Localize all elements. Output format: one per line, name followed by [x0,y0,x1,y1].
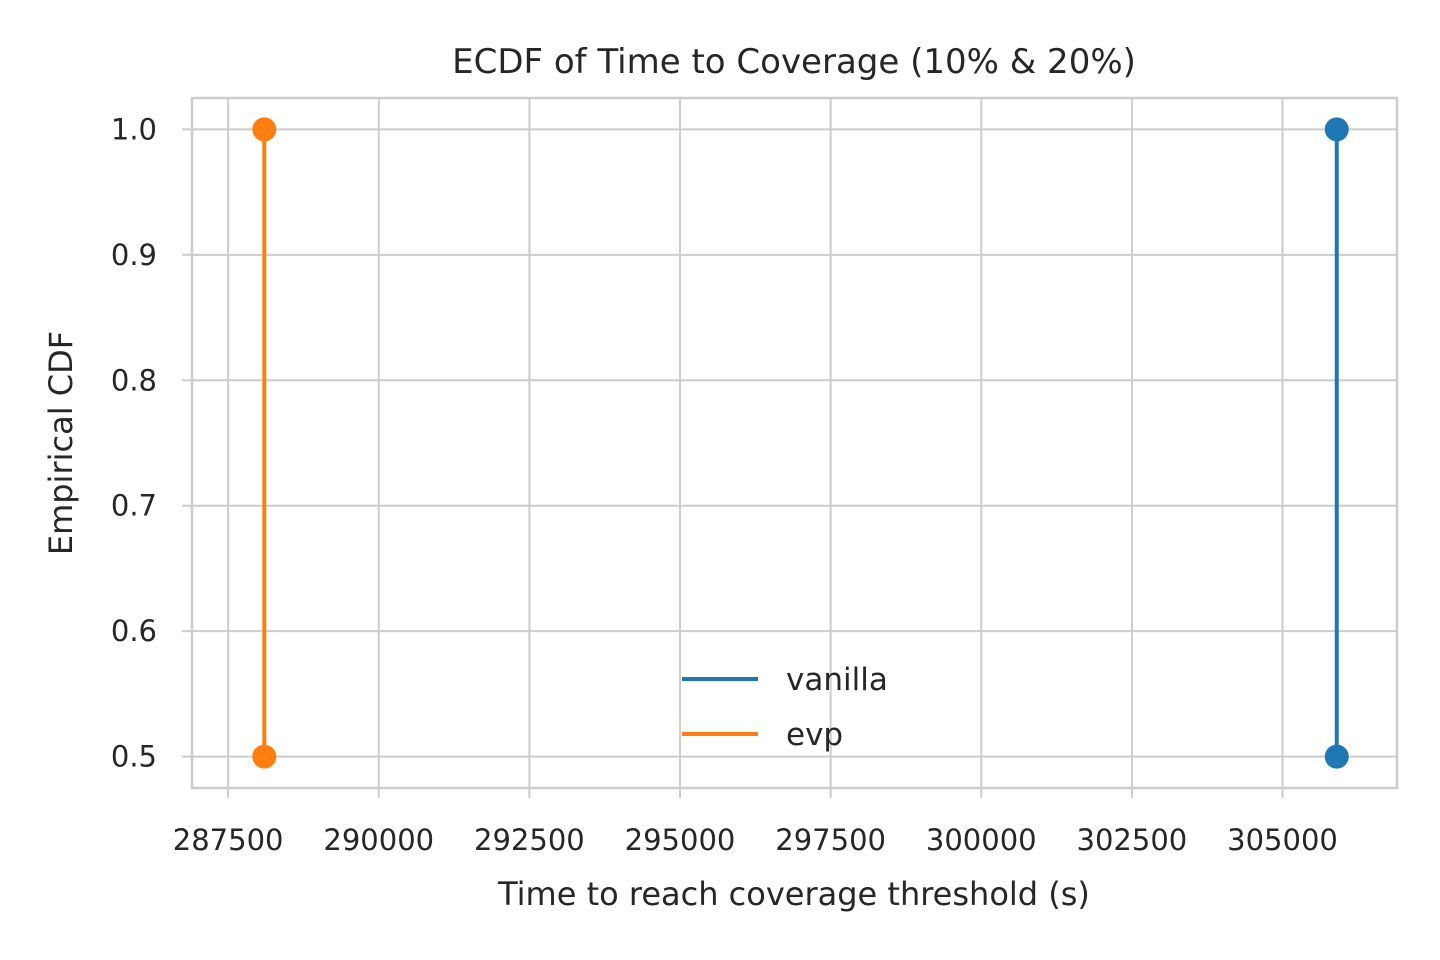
legend-label: evp [786,717,843,753]
y-tick-label: 1.0 [111,112,157,146]
data-point [1324,117,1349,142]
data-point [252,117,277,142]
x-tick-label: 292500 [474,823,585,857]
x-tick-label: 297500 [775,823,886,857]
x-tick-label: 300000 [926,823,1037,857]
legend-label: vanilla [786,662,888,698]
plot-frame [190,96,1399,790]
data-point [252,744,277,769]
x-tick-label: 302500 [1077,823,1188,857]
y-tick-labels: 0.5 0.6 0.7 0.8 0.9 1.0 [111,112,192,774]
x-tick-labels: 287500 290000 292500 295000 297500 300000 3025… [173,788,1338,857]
y-axis-label: Empirical CDF [42,331,80,555]
y-tick-label: 0.8 [111,363,157,397]
x-tick-label: 290000 [323,823,434,857]
y-tick-label: 0.9 [111,238,157,272]
chart-title: ECDF of Time to Coverage (10% & 20%) [452,42,1136,82]
y-tick-label: 0.7 [111,489,157,523]
x-tick-label: 287500 [173,823,284,857]
data-point [1324,744,1349,769]
x-axis-label: Time to reach coverage threshold (s) [497,875,1090,913]
series-evp [252,117,277,769]
series-vanilla [1324,117,1349,769]
grid [192,98,1397,788]
x-tick-label: 295000 [625,823,736,857]
legend: vanilla evp [682,662,888,753]
legend-item-vanilla: vanilla [682,662,888,698]
x-tick-label: 305000 [1227,823,1338,857]
series-layer [252,117,1349,769]
legend-item-evp: evp [682,717,843,753]
y-tick-label: 0.6 [111,614,157,648]
y-tick-label: 0.5 [111,740,157,774]
